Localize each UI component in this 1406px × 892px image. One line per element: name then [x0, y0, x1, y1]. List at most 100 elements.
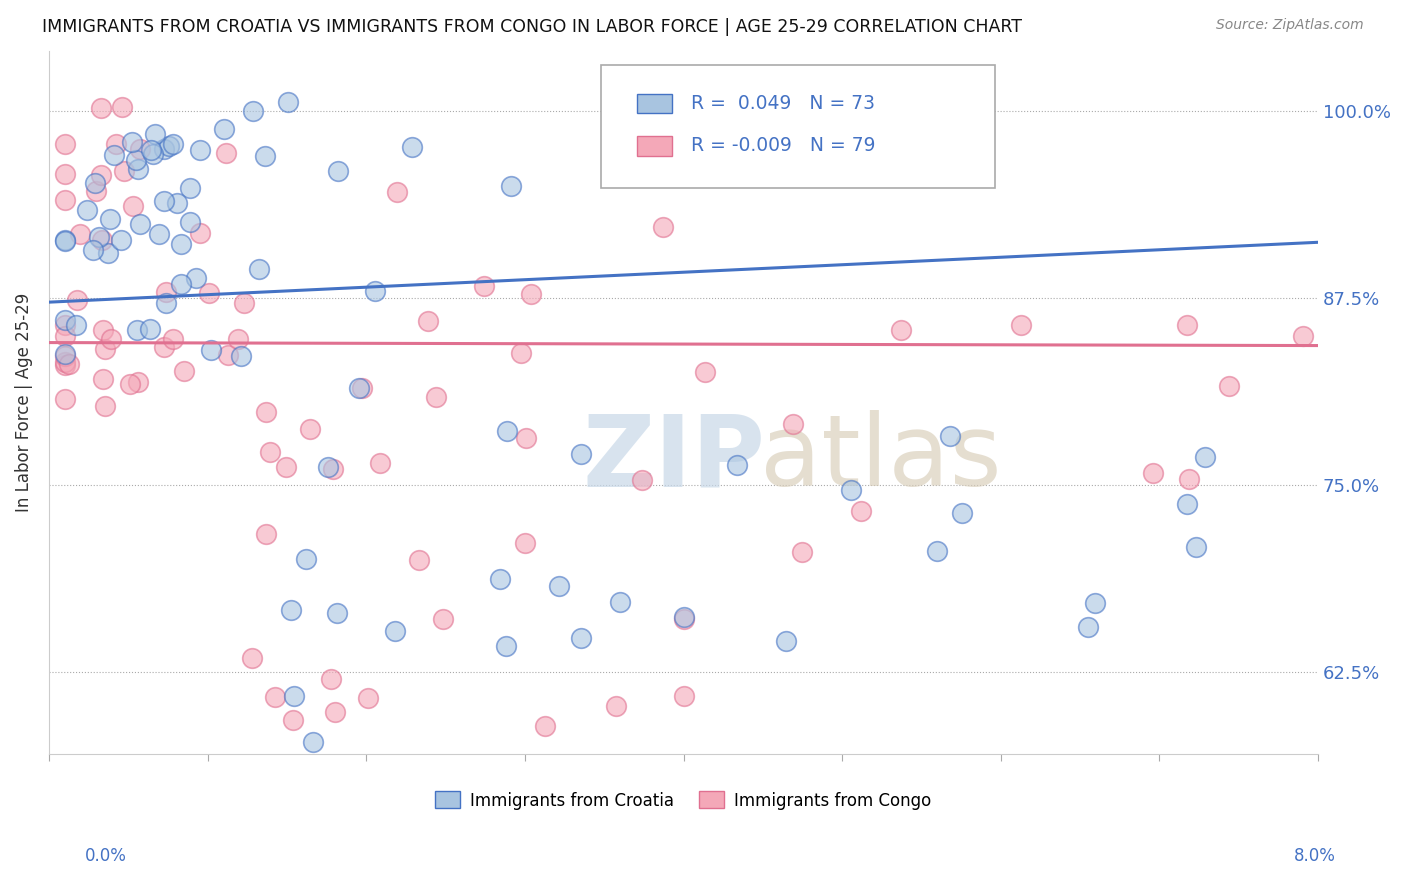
Point	[357, 690, 380, 705]
Point	[155, 285, 177, 300]
Point	[87, 230, 110, 244]
Text: 0.0%: 0.0%	[84, 847, 127, 865]
Point	[509, 346, 531, 360]
Point	[111, 100, 134, 114]
Point	[254, 405, 277, 419]
Point	[1194, 450, 1216, 464]
Point	[384, 624, 406, 638]
Point	[385, 185, 408, 199]
Point	[350, 381, 373, 395]
Point	[53, 358, 76, 372]
Point	[53, 354, 76, 368]
Point	[125, 153, 148, 167]
Point	[127, 161, 149, 176]
Point	[1185, 540, 1208, 554]
Point	[264, 690, 287, 704]
Point	[533, 719, 555, 733]
Text: IMMIGRANTS FROM CROATIA VS IMMIGRANTS FROM CONGO IN LABOR FORCE | AGE 25-29 CORR: IMMIGRANTS FROM CROATIA VS IMMIGRANTS FR…	[42, 18, 1022, 36]
Point	[280, 603, 302, 617]
Text: R =  0.049   N = 73: R = 0.049 N = 73	[692, 94, 875, 113]
Point	[790, 545, 813, 559]
Point	[97, 246, 120, 260]
Point	[1175, 318, 1198, 333]
Point	[499, 178, 522, 193]
Point	[188, 226, 211, 240]
Point	[254, 149, 277, 163]
Point	[283, 689, 305, 703]
Point	[326, 607, 349, 621]
Point	[281, 713, 304, 727]
Point	[233, 296, 256, 310]
Point	[91, 323, 114, 337]
Legend: Immigrants from Croatia, Immigrants from Congo: Immigrants from Croatia, Immigrants from…	[429, 785, 938, 816]
Point	[157, 139, 180, 153]
Point	[630, 473, 652, 487]
Point	[139, 322, 162, 336]
Point	[125, 324, 148, 338]
Point	[277, 95, 299, 110]
Point	[1083, 596, 1105, 610]
Point	[672, 689, 695, 703]
Point	[69, 227, 91, 241]
Point	[58, 357, 80, 371]
Text: ZIP: ZIP	[582, 410, 765, 508]
Point	[425, 390, 447, 404]
Text: 8.0%: 8.0%	[1294, 847, 1336, 865]
Point	[672, 609, 695, 624]
Point	[515, 431, 537, 445]
Point	[155, 296, 177, 310]
Y-axis label: In Labor Force | Age 25-29: In Labor Force | Age 25-29	[15, 293, 32, 512]
Point	[416, 314, 439, 328]
Point	[93, 399, 115, 413]
Point	[105, 137, 128, 152]
Point	[212, 122, 235, 136]
Point	[274, 460, 297, 475]
Point	[1218, 379, 1240, 393]
Point	[200, 343, 222, 357]
Point	[188, 144, 211, 158]
Point	[84, 184, 107, 198]
Point	[170, 277, 193, 291]
Point	[90, 102, 112, 116]
Point	[295, 552, 318, 566]
Point	[53, 193, 76, 207]
Point	[127, 375, 149, 389]
Point	[652, 220, 675, 235]
Point	[249, 261, 271, 276]
Point	[226, 333, 249, 347]
Point	[53, 329, 76, 343]
Point	[950, 506, 973, 520]
Point	[214, 146, 236, 161]
Point	[76, 203, 98, 218]
Point	[693, 365, 716, 379]
Point	[254, 526, 277, 541]
Point	[66, 293, 89, 307]
Point	[142, 147, 165, 161]
Point	[938, 429, 960, 443]
Point	[217, 348, 239, 362]
Text: atlas: atlas	[759, 410, 1001, 508]
Point	[513, 536, 536, 550]
Point	[91, 372, 114, 386]
Point	[153, 340, 176, 354]
Point	[489, 572, 512, 586]
Point	[408, 553, 430, 567]
Point	[849, 504, 872, 518]
Point	[121, 135, 143, 149]
Point	[82, 243, 104, 257]
Point	[368, 457, 391, 471]
Point	[103, 148, 125, 162]
Point	[148, 227, 170, 241]
Point	[569, 631, 592, 645]
Point	[143, 127, 166, 141]
Text: R = -0.009   N = 79: R = -0.009 N = 79	[692, 136, 876, 155]
Point	[890, 323, 912, 337]
Point	[53, 233, 76, 247]
Point	[122, 198, 145, 212]
Point	[53, 234, 76, 248]
Point	[569, 447, 592, 461]
Point	[83, 176, 105, 190]
Point	[162, 136, 184, 151]
Point	[152, 194, 174, 209]
Point	[53, 313, 76, 327]
